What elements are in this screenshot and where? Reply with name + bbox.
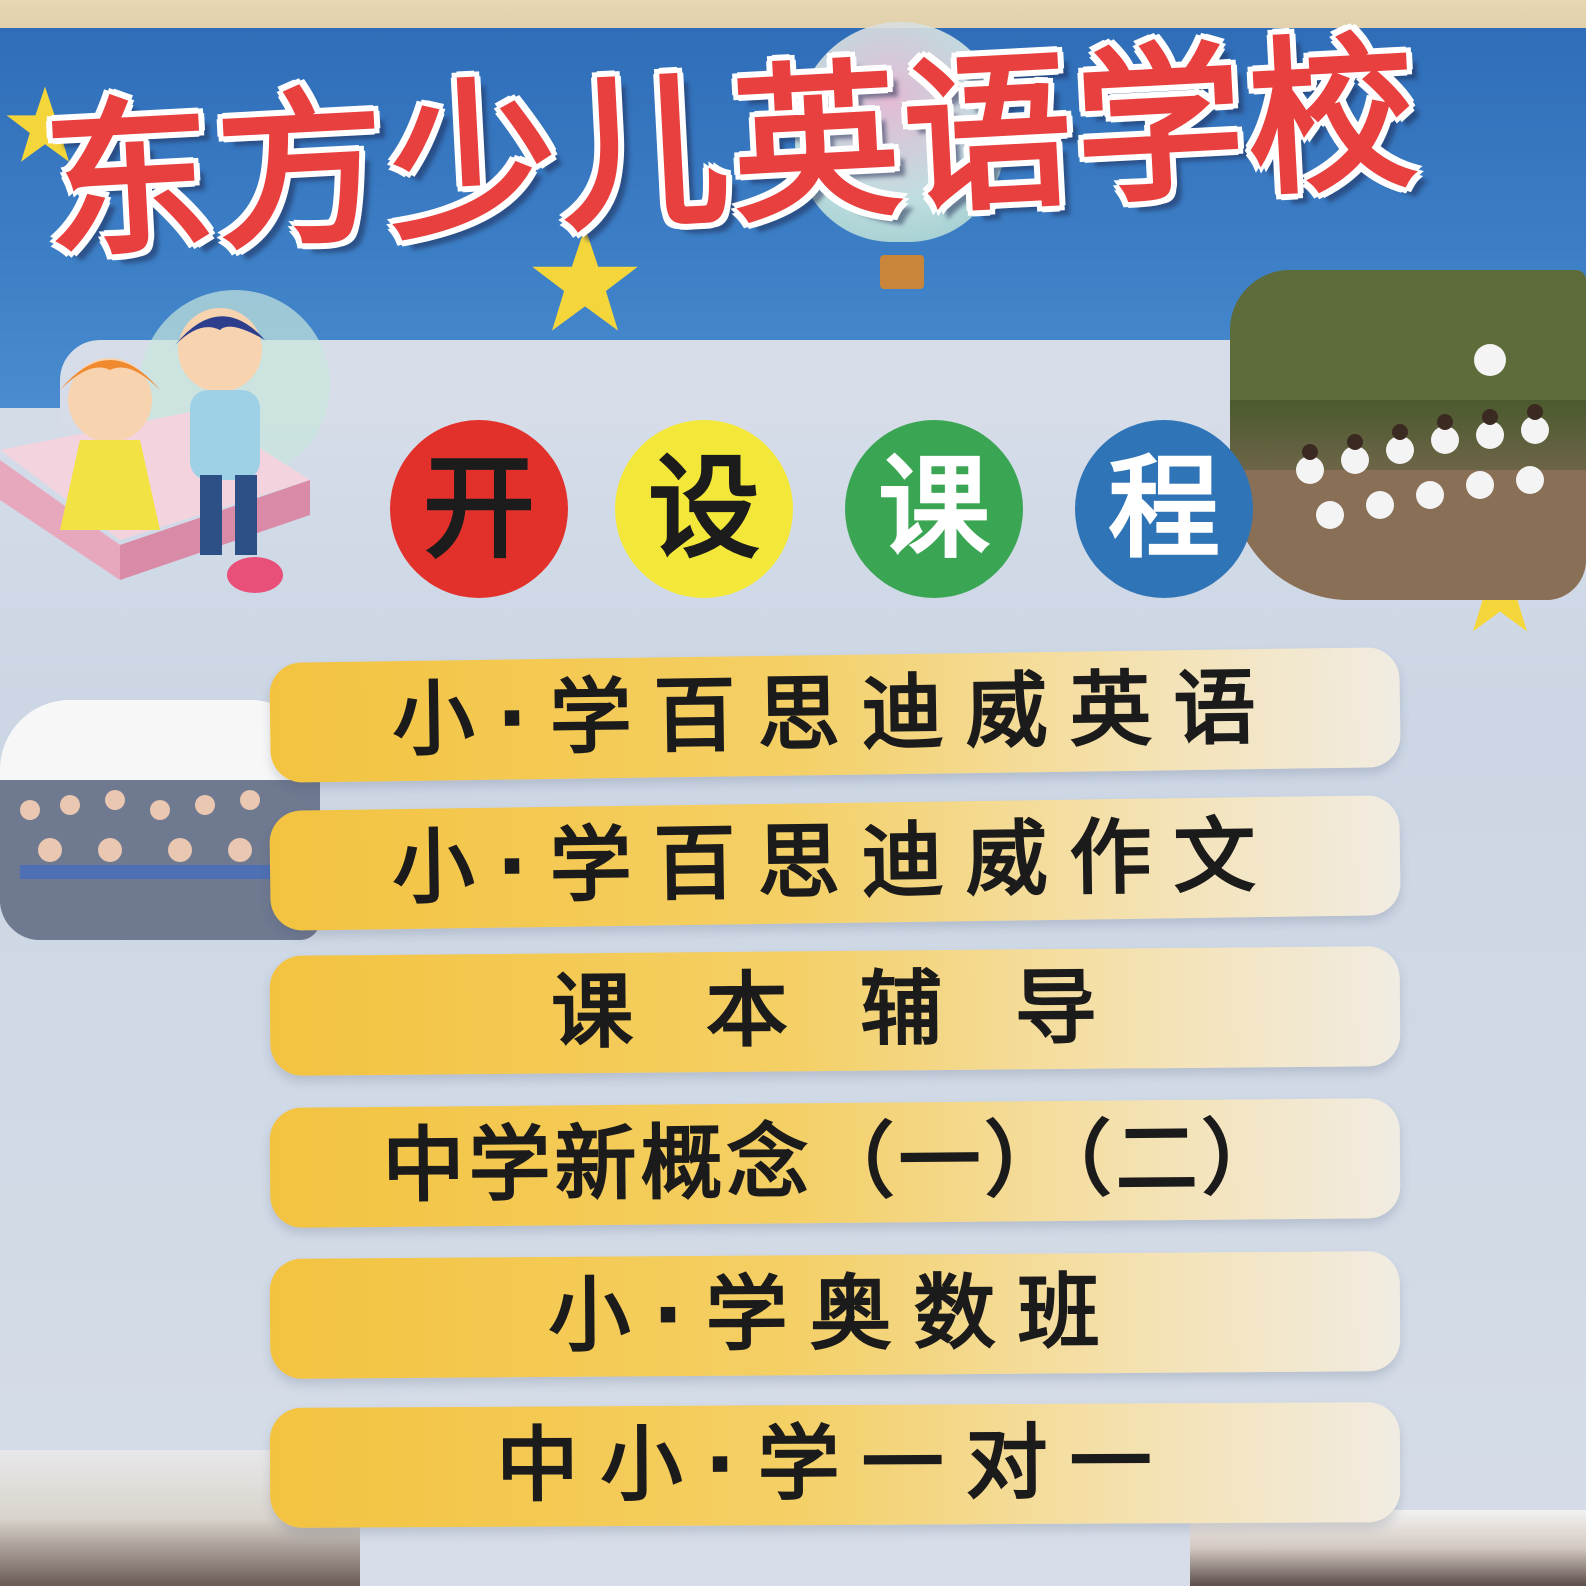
heading-char-circle: 设 bbox=[615, 420, 793, 598]
heading-char-circle: 开 bbox=[390, 420, 568, 598]
course-item: 小·学百思迪威英语 bbox=[269, 647, 1401, 783]
balloon-basket bbox=[880, 255, 924, 289]
hot-air-balloon-icon bbox=[795, 22, 1005, 242]
classroom-photo bbox=[0, 700, 320, 940]
course-item: 中学新概念（一）（二） bbox=[269, 1098, 1401, 1228]
course-item: 小·学百思迪威作文 bbox=[269, 795, 1401, 931]
children-cartoon bbox=[0, 290, 340, 610]
course-item: 课 本 辅 导 bbox=[269, 946, 1401, 1076]
course-list: 小·学百思迪威英语 小·学百思迪威作文 课 本 辅 导 中学新概念（一）（二） … bbox=[269, 647, 1420, 1555]
heading-char-circle: 课 bbox=[845, 420, 1023, 598]
outdoor-group-photo bbox=[1230, 270, 1586, 600]
heading-char-circle: 程 bbox=[1075, 420, 1253, 598]
courses-heading: 开 设 课 程 bbox=[390, 420, 1270, 610]
course-item: 中小·学一对一 bbox=[269, 1402, 1401, 1528]
course-item: 小·学奥数班 bbox=[269, 1251, 1401, 1379]
